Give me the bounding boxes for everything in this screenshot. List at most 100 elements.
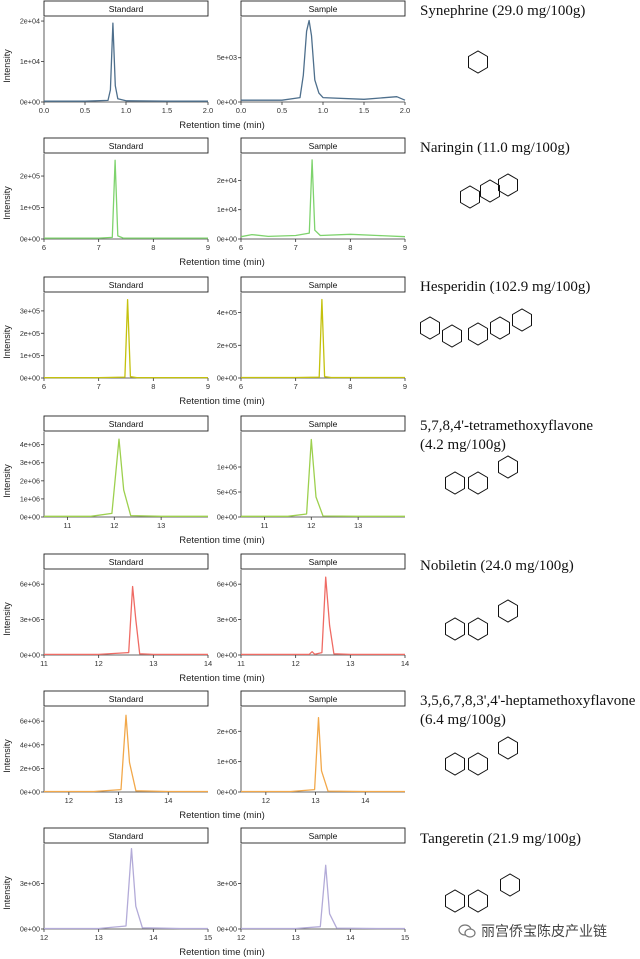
ring (445, 889, 465, 913)
ring (468, 471, 488, 495)
x-tick-label: 1.0 (121, 106, 131, 115)
x-tick-label: 0.0 (236, 106, 246, 115)
x-tick-label: 12 (94, 659, 102, 668)
panel-sample: Sample 0e+00 3e+06 6e+06 11 12 13 14 (217, 553, 409, 668)
y-tick-label: 1e+06 (217, 757, 237, 766)
y-tick-label: 0e+00 (217, 651, 237, 660)
y-tick-label: 3e+06 (217, 879, 237, 888)
panel-standard: Standard 0e+00 1e+04 2e+04 0.0 0.5 1.0 1.5 2.0 (20, 0, 213, 115)
x-tick-label: 12 (40, 933, 48, 942)
x-tick-label: 8 (151, 243, 155, 252)
y-tick-label: 2e+06 (20, 764, 40, 773)
chart-nobiletin: Intensity Retention time (min) Standard 0e+… (2, 553, 518, 684)
x-tick-label: 11 (40, 659, 48, 668)
x-tick-label: 1.0 (318, 106, 328, 115)
ring (468, 889, 488, 913)
strip-box (43, 137, 209, 154)
x-tick-label: 12 (307, 521, 315, 530)
chromatogram-line (241, 576, 405, 656)
compound-label-synephrine: Synephrine (29.0 mg/100g) (420, 3, 586, 19)
panel-standard: Standard 0e+00 1e+06 2e+06 3e+06 4e+06 11 12 13 (20, 415, 209, 530)
x-tick-label: 15 (204, 933, 212, 942)
ring (468, 322, 488, 346)
panel-sample: Sample 0e+00 3e+06 12 13 14 15 (217, 827, 409, 942)
x-tick-label: 9 (403, 243, 407, 252)
ring (500, 873, 520, 897)
x-tick-label: 6 (239, 382, 243, 391)
compound-label-hesperidin: Hesperidin (102.9 mg/100g) (420, 279, 591, 295)
x-tick-label: 7 (97, 243, 101, 252)
y-tick-label: 3e+05 (20, 306, 40, 315)
y-tick-label: 0e+00 (217, 235, 237, 244)
y-tick-label: 0e+00 (217, 98, 237, 107)
chart-naringin: Intensity Retention time (min) Standard 0e+… (2, 137, 518, 268)
y-tick-label: 2e+04 (20, 17, 40, 26)
structure-naringin (460, 173, 518, 209)
y-tick-label: 2e+05 (20, 172, 40, 181)
y-tick-label: 1e+05 (20, 351, 40, 360)
x-tick-label: 6 (42, 382, 46, 391)
y-tick-label: 4e+06 (20, 440, 40, 449)
x-tick-label: 14 (346, 933, 354, 942)
structure-tetramethoxyflavone (445, 455, 518, 495)
x-tick-label: 12 (110, 521, 118, 530)
strip-box (43, 0, 209, 17)
chart-heptamethoxyflavone: Intensity Retention time (min) Standard 0e+… (2, 690, 518, 821)
ring (480, 179, 500, 203)
x-tick-label: 7 (294, 382, 298, 391)
y-tick-label: 3e+06 (20, 879, 40, 888)
strip-box (240, 276, 406, 293)
strip-label: Standard (109, 694, 144, 704)
x-tick-label: 13 (114, 796, 122, 805)
panel-standard: Standard 0e+00 1e+05 2e+05 3e+05 6 7 8 9 (20, 276, 210, 391)
panel-sample: Sample 0e+00 5e+05 1e+06 11 12 13 (217, 415, 406, 530)
x-tick-label: 14 (361, 796, 369, 805)
strip-box (240, 690, 406, 707)
compound-label-nobiletin: Nobiletin (24.0 mg/100g) (420, 558, 574, 574)
x-tick-label: 11 (237, 659, 245, 668)
strip-label: Standard (109, 4, 144, 14)
chromatogram-line (241, 298, 405, 379)
x-tick-label: 13 (354, 521, 362, 530)
y-tick-label: 3e+06 (20, 615, 40, 624)
y-tick-label: 0e+00 (20, 788, 40, 797)
y-axis-label: Intensity (2, 464, 12, 498)
x-axis-label: Retention time (min) (179, 257, 265, 268)
ring (420, 316, 440, 340)
chromatogram-line (44, 585, 208, 656)
strip-label: Standard (109, 557, 144, 567)
y-tick-label: 3e+06 (217, 615, 237, 624)
strip-label: Sample (309, 557, 338, 567)
strip-box (240, 415, 406, 432)
x-axis-label: Retention time (min) (179, 396, 265, 407)
y-tick-label: 1e+05 (20, 203, 40, 212)
chart-hesperidin: Intensity Retention time (min) Standard 0e+… (2, 276, 532, 407)
y-axis-label: Intensity (2, 876, 12, 910)
y-axis-label: Intensity (2, 602, 12, 636)
x-tick-label: 1.5 (162, 106, 172, 115)
structure-nobiletin (445, 599, 518, 641)
y-tick-label: 0e+00 (217, 788, 237, 797)
y-tick-label: 0e+00 (20, 513, 40, 522)
y-tick-label: 3e+06 (20, 458, 40, 467)
y-tick-label: 1e+06 (20, 494, 40, 503)
chromatogram-line (44, 438, 208, 517)
x-tick-label: 6 (42, 243, 46, 252)
strip-box (43, 276, 209, 293)
strip-box (43, 827, 209, 844)
x-tick-label: 13 (346, 659, 354, 668)
strip-label: Standard (109, 419, 144, 429)
x-tick-label: 9 (206, 382, 210, 391)
chart-tetramethoxyflavone: Intensity Retention time (min) Standard 0e+… (2, 415, 518, 546)
chromatogram-line (44, 714, 208, 793)
panel-sample: Sample 0e+00 2e+05 4e+05 6 7 8 9 (217, 276, 407, 391)
x-tick-label: 7 (97, 382, 101, 391)
ring (445, 752, 465, 776)
x-tick-label: 13 (149, 659, 157, 668)
ring (442, 324, 462, 348)
x-tick-label: 9 (206, 243, 210, 252)
chromatogram-line (241, 716, 405, 793)
panel-sample: Sample 0e+00 1e+04 2e+04 6 7 8 9 (217, 137, 407, 252)
strip-label: Sample (309, 141, 338, 151)
x-tick-label: 11 (261, 521, 269, 530)
